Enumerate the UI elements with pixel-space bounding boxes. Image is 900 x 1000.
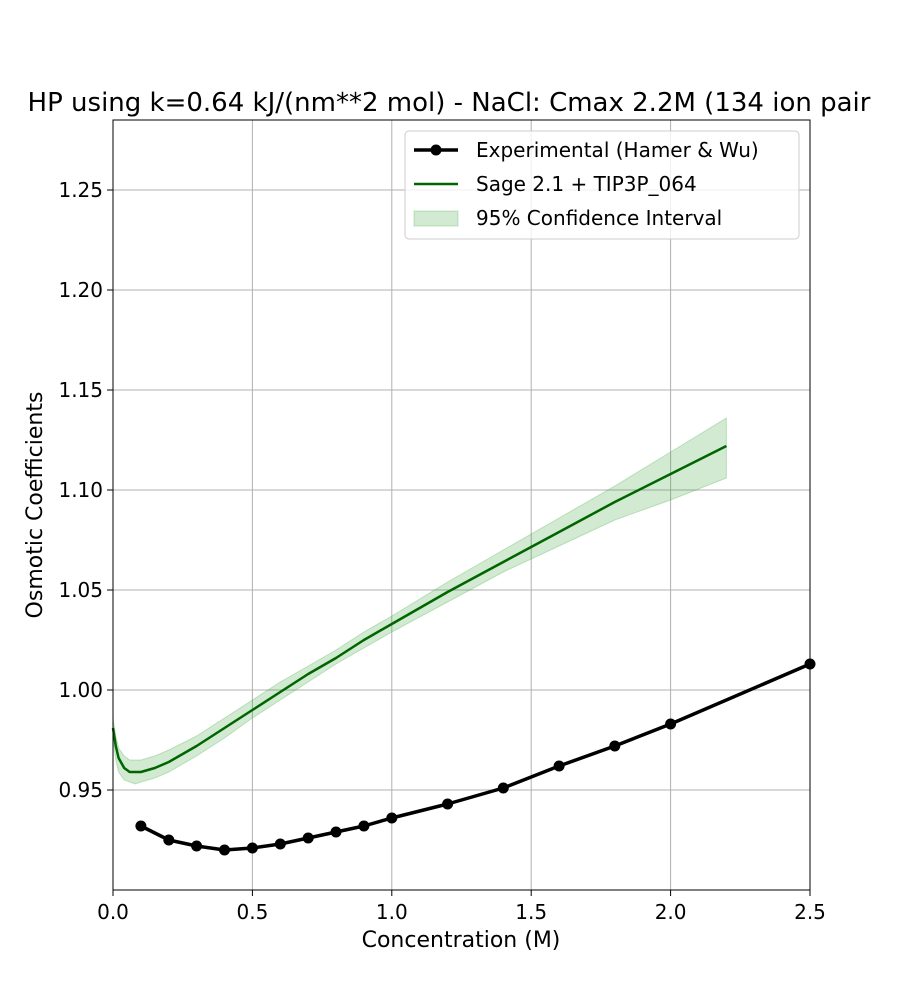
legend-box	[404, 130, 800, 240]
experimental-point	[219, 844, 230, 856]
legend-marker-experimental-dot	[430, 144, 442, 156]
experimental-point	[135, 820, 147, 832]
experimental-point	[497, 782, 509, 794]
experimental-point	[330, 826, 342, 838]
y-tick-label: 1.15	[58, 378, 103, 402]
experimental-point	[553, 760, 565, 772]
y-tick-label: 1.20	[58, 278, 103, 302]
experimental-point	[442, 798, 454, 810]
experimental-point	[665, 718, 677, 730]
chart-title: HP using k=0.64 kJ/(nm**2 mol) - NaCl: C…	[28, 88, 871, 118]
x-tick-label: 0.5	[236, 900, 268, 924]
sage-series-line	[111, 444, 727, 774]
experimental-point	[609, 740, 621, 752]
legend-label-experimental: Experimental (Hamer & Wu)	[476, 138, 759, 162]
y-tick-label: 1.00	[58, 678, 103, 702]
legend-marker-confidence	[413, 210, 459, 227]
x-tick-label: 1.5	[515, 900, 547, 924]
x-tick-label: 1.0	[376, 900, 408, 924]
confidence-band-layer	[112, 417, 727, 785]
experimental-point	[358, 820, 370, 832]
experimental-point	[246, 842, 258, 854]
experimental-point	[386, 812, 398, 824]
experimental-series-line	[140, 662, 811, 852]
y-tick-label: 1.10	[58, 478, 103, 502]
series-layer	[111, 444, 816, 856]
axis-ticks: 0.0 0.5 1.0 1.5 2.0 2.5 0.95 1.00 1.05 1.10 1.15 1.…	[58, 178, 825, 924]
x-tick-label: 2.5	[794, 900, 826, 924]
y-tick-label: 1.05	[58, 578, 103, 602]
legend-label-sage: Sage 2.1 + TIP3P_064	[476, 172, 697, 196]
x-tick-label: 0.0	[97, 900, 129, 924]
experimental-point	[191, 840, 203, 852]
experimental-point	[302, 832, 314, 844]
experimental-point	[163, 834, 175, 846]
legend: Experimental (Hamer & Wu) Sage 2.1 + TIP…	[404, 130, 800, 240]
x-axis-label: Concentration (M)	[362, 928, 561, 953]
y-tick-label: 0.95	[58, 778, 103, 802]
confidence-interval-band	[112, 417, 727, 785]
plot-frame	[112, 119, 811, 891]
y-axis-label: Osmotic Coefficients	[23, 392, 48, 619]
y-tick-label: 1.25	[58, 178, 103, 202]
x-tick-label: 2.0	[655, 900, 687, 924]
experimental-point	[274, 838, 286, 850]
legend-label-confidence: 95% Confidence Interval	[476, 206, 722, 230]
